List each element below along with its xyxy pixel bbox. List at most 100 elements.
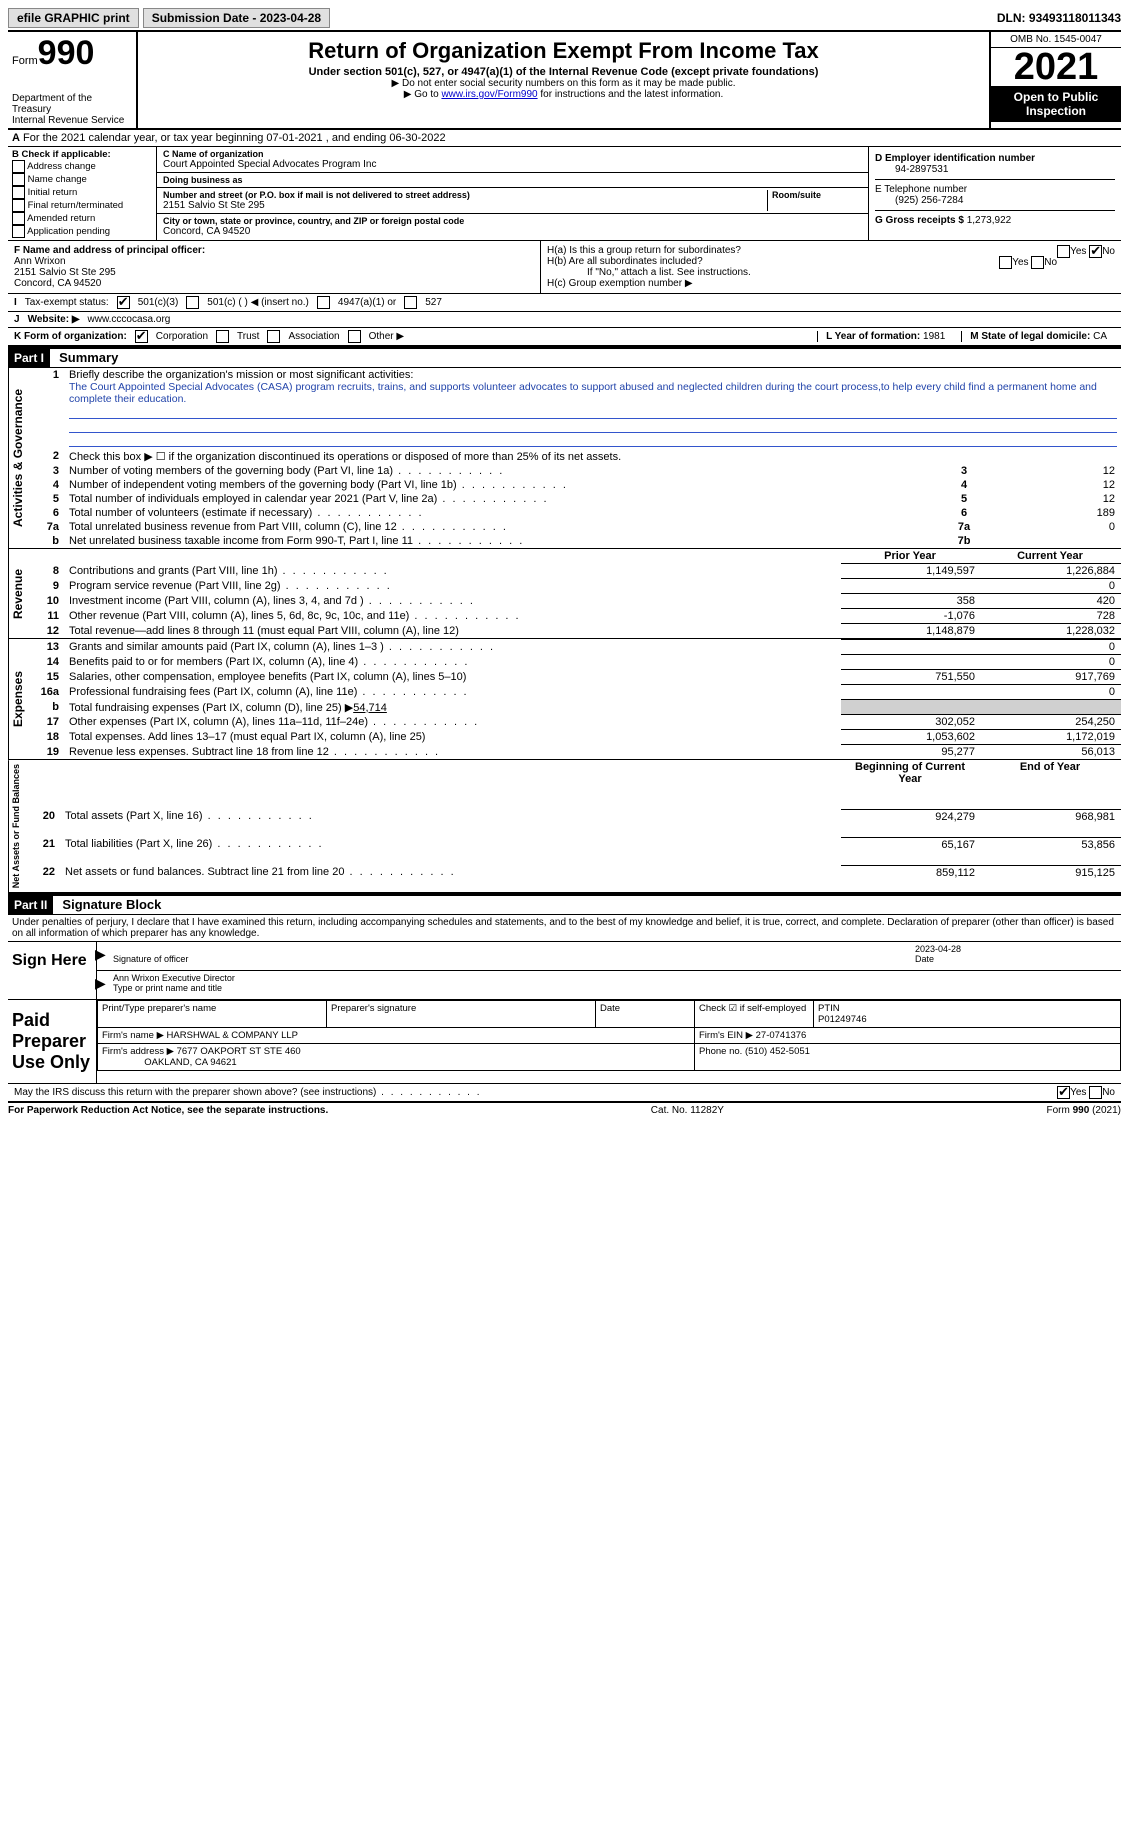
p22: 859,112 [841,865,981,892]
officer-addr2: Concord, CA 94520 [14,278,101,289]
chk-527[interactable] [404,296,417,309]
row-fh: F Name and address of principal officer:… [8,241,1121,294]
year-form-label: L Year of formation: [826,331,920,342]
room-label: Room/suite [772,190,862,200]
chk-trust[interactable] [216,330,229,343]
domicile-label: M State of legal domicile: [970,331,1090,342]
p9 [841,579,981,594]
chk-final-return[interactable]: Final return/terminated [12,199,152,212]
l4-text: Number of independent voting members of … [65,478,947,492]
addr-value: 2151 Salvio St Ste 295 [163,200,763,211]
officer-sig-date: 2023-04-28 [915,944,1115,954]
officer-addr1: 2151 Salvio St Ste 295 [14,267,116,278]
c16b [981,700,1121,715]
perjury-declaration: Under penalties of perjury, I declare th… [8,915,1121,942]
subdate-value: 2023-04-28 [260,11,321,25]
sig-officer-label: Signature of officer [113,954,915,964]
firm-ein: 27-0741376 [756,1030,807,1041]
form-number: Form990 [12,34,132,73]
irs-link[interactable]: www.irs.gov/Form990 [441,89,537,100]
paid-preparer-label: Paid Preparer Use Only [8,1000,97,1083]
chk-name-change[interactable]: Name change [12,173,152,186]
l17: Other expenses (Part IX, column (A), lin… [65,715,841,730]
chk-address-change[interactable]: Address change [12,160,152,173]
ein-value: 94-2897531 [875,164,948,175]
c21: 53,856 [981,837,1121,865]
box-f: F Name and address of principal officer:… [8,241,541,293]
p19: 95,277 [841,745,981,760]
p17: 302,052 [841,715,981,730]
p16b [841,700,981,715]
domicile-value: CA [1093,331,1107,342]
subdate-label: Submission Date - [152,11,260,25]
chk-other[interactable] [348,330,361,343]
gross-label: G Gross receipts $ [875,215,964,226]
h-b-no[interactable] [1031,256,1044,269]
c15: 917,769 [981,670,1121,685]
chk-app-pending[interactable]: Application pending [12,225,152,238]
may-irs-yes[interactable] [1057,1086,1070,1099]
l18: Total expenses. Add lines 13–17 (must eq… [65,730,841,745]
chk-initial-return[interactable]: Initial return [12,186,152,199]
l12: Total revenue—add lines 8 through 11 (mu… [65,624,841,639]
box-deg: D Employer identification number 94-2897… [869,147,1121,240]
h-a-no[interactable] [1089,245,1102,258]
footer-cat: Cat. No. 11282Y [651,1105,724,1116]
box-h: H(a) Is this a group return for subordin… [541,241,1121,293]
firm-name: HARSHWAL & COMPANY LLP [167,1030,298,1041]
sig-date-label: Date [915,954,1115,964]
dln-label: DLN: [997,11,1029,25]
h-b-yes[interactable] [999,256,1012,269]
chk-4947[interactable] [317,296,330,309]
dln: DLN: 93493118011343 [997,11,1121,25]
submission-date-button[interactable]: Submission Date - 2023-04-28 [143,8,330,28]
p8: 1,149,597 [841,564,981,579]
h-b-text: H(b) Are all subordinates included? [547,256,703,267]
ptin-value: P01249746 [818,1014,867,1025]
activities-table: 1 Briefly describe the organization's mi… [27,368,1121,548]
may-irs-no[interactable] [1089,1086,1102,1099]
officer-printed-name: Ann Wrixon Executive Director [113,973,1115,983]
chk-corp[interactable] [135,330,148,343]
goto-pre: ▶ Go to [404,89,442,100]
sign-here-block: Sign Here 2023-04-28 Signature of office… [8,942,1121,1000]
goto-post: for instructions and the latest informat… [538,89,724,100]
chk-501c[interactable] [186,296,199,309]
mission-line [69,434,1117,447]
expenses-table: 13Grants and similar amounts paid (Part … [27,639,1121,759]
chk-501c3[interactable] [117,296,130,309]
v3: 12 [981,464,1121,478]
p12: 1,148,879 [841,624,981,639]
l16b: Total fundraising expenses (Part IX, col… [65,700,841,715]
v5: 12 [981,492,1121,506]
header-left: Form990 Department of the Treasury Inter… [8,32,138,128]
c22: 915,125 [981,865,1121,892]
efile-print-button[interactable]: efile GRAPHIC print [8,8,139,28]
box-i: I Tax-exempt status: 501(c)(3) 501(c) ( … [8,294,1121,312]
l22: Net assets or fund balances. Subtract li… [61,865,841,892]
h-c-text: H(c) Group exemption number ▶ [547,278,1115,289]
page-footer: For Paperwork Reduction Act Notice, see … [8,1103,1121,1116]
header-right: OMB No. 1545-0047 2021 Open to Public In… [989,32,1121,128]
l7b-text: Net unrelated business taxable income fr… [65,534,947,548]
section-revenue: Revenue Prior YearCurrent Year 8Contribu… [8,549,1121,639]
h-a-yes[interactable] [1057,245,1070,258]
firm-phone-label: Phone no. [699,1046,742,1057]
c11: 728 [981,609,1121,624]
form-word: Form [12,55,38,67]
part-ii-title: Signature Block [56,897,161,912]
officer-name: Ann Wrixon [14,256,66,267]
c13: 0 [981,640,1121,655]
l6-text: Total number of volunteers (estimate if … [65,506,947,520]
box-f-label: F Name and address of principal officer: [14,245,205,256]
may-irs-text: May the IRS discuss this return with the… [14,1087,482,1098]
netassets-table: Beginning of Current YearEnd of Year 20T… [23,760,1121,892]
chk-assoc[interactable] [267,330,280,343]
l8: Contributions and grants (Part VIII, lin… [65,564,841,579]
entity-block: B Check if applicable: Address change Na… [8,147,1121,241]
paid-preparer-block: Paid Preparer Use Only Print/Type prepar… [8,1000,1121,1084]
c10: 420 [981,594,1121,609]
chk-amended[interactable]: Amended return [12,212,152,225]
part-i-title: Summary [53,350,118,365]
vlabel-expenses: Expenses [8,639,27,759]
